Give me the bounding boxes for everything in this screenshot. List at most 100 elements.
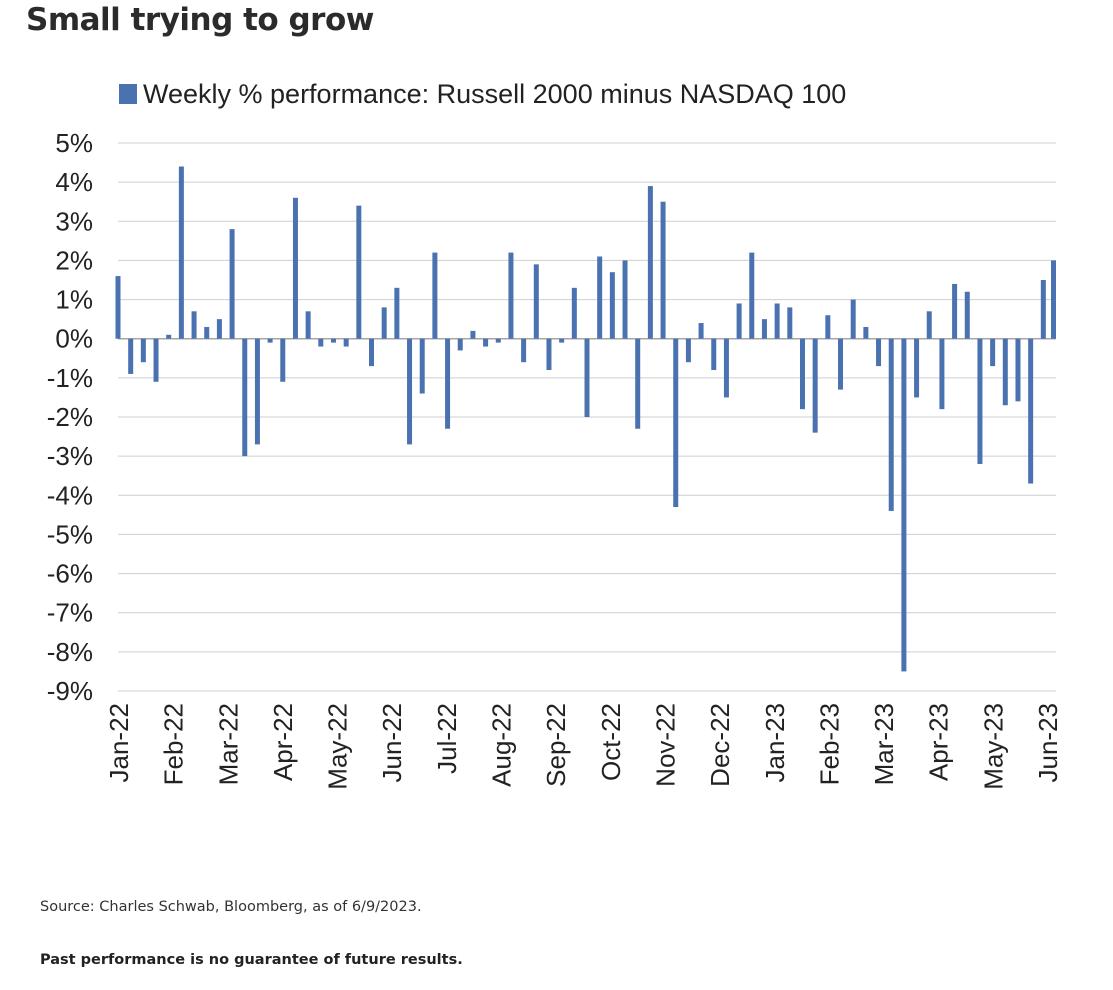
bar	[723, 338, 729, 398]
bar	[1051, 260, 1056, 339]
y-tick-label: -8%	[47, 637, 93, 667]
bar	[1028, 338, 1034, 484]
bar	[292, 197, 298, 339]
y-axis-labels: 5% 4% 3% 2% 1% 0% -1% -2% -3% -4% -5% -6% -7% -8% -9%	[47, 128, 93, 706]
bar	[863, 326, 869, 339]
bar	[761, 319, 767, 339]
bar	[242, 338, 248, 457]
y-tick-label: -9%	[47, 676, 93, 706]
bar	[470, 330, 476, 339]
y-tick-label: -1%	[47, 363, 93, 393]
bar	[369, 338, 375, 367]
y-tick-label: 2%	[55, 245, 93, 275]
bar	[254, 338, 260, 445]
x-tick-label: Jul-22	[432, 703, 462, 774]
bar	[204, 326, 210, 339]
bar	[407, 338, 413, 445]
bar	[343, 338, 349, 347]
bar	[571, 287, 577, 339]
x-tick-label: Feb-23	[814, 703, 844, 785]
bar	[533, 264, 539, 339]
x-tick-label: Apr-22	[268, 703, 298, 781]
y-tick-label: 1%	[55, 285, 93, 315]
bar	[597, 256, 603, 339]
bar	[787, 307, 793, 339]
y-tick-label: -6%	[47, 559, 93, 589]
legend-swatch	[119, 84, 137, 104]
bar	[635, 338, 641, 429]
bar	[318, 338, 324, 347]
y-tick-label: 3%	[55, 206, 93, 236]
bar	[812, 338, 818, 433]
bar	[977, 338, 983, 464]
y-tick-label: -5%	[47, 519, 93, 549]
bar	[774, 303, 780, 339]
bar	[1002, 338, 1008, 406]
bar	[419, 338, 425, 394]
bar	[305, 311, 311, 339]
x-tick-label: Mar-22	[213, 703, 243, 785]
x-tick-label: Nov-22	[650, 703, 680, 787]
bar	[838, 338, 844, 390]
x-tick-label: Jun-22	[377, 703, 407, 783]
y-tick-label: 4%	[55, 167, 93, 197]
bar	[457, 338, 463, 351]
bar-chart: Weekly % performance: Russell 2000 minus…	[47, 79, 1063, 790]
bar	[178, 166, 184, 339]
bar	[939, 338, 945, 410]
bar	[622, 260, 628, 339]
bar	[394, 287, 400, 339]
bar	[901, 338, 907, 672]
bar	[115, 276, 121, 339]
bar	[166, 334, 172, 339]
bar	[698, 323, 704, 339]
x-axis-labels: Jan-22 Feb-22 Mar-22 Apr-22 May-22 Jun-22 Jul-…	[104, 703, 1063, 790]
source-note: Source: Charles Schwab, Bloomberg, as of…	[40, 899, 422, 915]
x-tick-label: Aug-22	[487, 703, 517, 787]
bar	[926, 311, 932, 339]
bar	[749, 252, 755, 339]
x-tick-label: May-22	[323, 703, 353, 790]
bar	[609, 272, 615, 339]
y-tick-label: 0%	[55, 324, 93, 354]
bar	[711, 338, 717, 371]
bar	[229, 229, 235, 339]
bar	[990, 338, 996, 367]
page-title: Small trying to grow	[26, 2, 374, 38]
bar	[381, 307, 387, 339]
bar	[673, 338, 679, 508]
bar	[584, 338, 590, 417]
bar	[799, 338, 805, 410]
x-tick-label: Apr-23	[924, 703, 954, 781]
bar	[445, 338, 451, 429]
bar	[914, 338, 920, 398]
bar	[1015, 338, 1021, 402]
bar	[685, 338, 691, 363]
bar	[964, 291, 970, 339]
x-tick-label: Oct-22	[596, 703, 626, 781]
bar	[1040, 280, 1046, 339]
bar	[546, 338, 552, 371]
x-tick-label: Jan-22	[104, 703, 134, 783]
bar	[508, 252, 514, 339]
legend-label: Weekly % performance: Russell 2000 minus…	[143, 79, 846, 109]
legend: Weekly % performance: Russell 2000 minus…	[119, 79, 846, 109]
bar	[521, 338, 527, 363]
x-tick-label: Jan-23	[760, 703, 790, 783]
bar	[647, 186, 653, 339]
bar	[483, 338, 489, 347]
disclaimer-note: Past performance is no guarantee of futu…	[40, 952, 463, 968]
bar	[495, 338, 501, 343]
y-tick-label: -3%	[47, 441, 93, 471]
bar	[432, 252, 438, 339]
x-tick-label: May-23	[978, 703, 1008, 790]
bar	[888, 338, 894, 511]
x-tick-label: Dec-22	[705, 703, 735, 787]
bar	[128, 338, 134, 374]
y-tick-label: 5%	[55, 128, 93, 158]
bar	[876, 338, 882, 367]
bar	[736, 303, 742, 339]
bar	[356, 205, 362, 339]
bar	[850, 299, 856, 339]
x-tick-label: Feb-22	[159, 703, 189, 785]
